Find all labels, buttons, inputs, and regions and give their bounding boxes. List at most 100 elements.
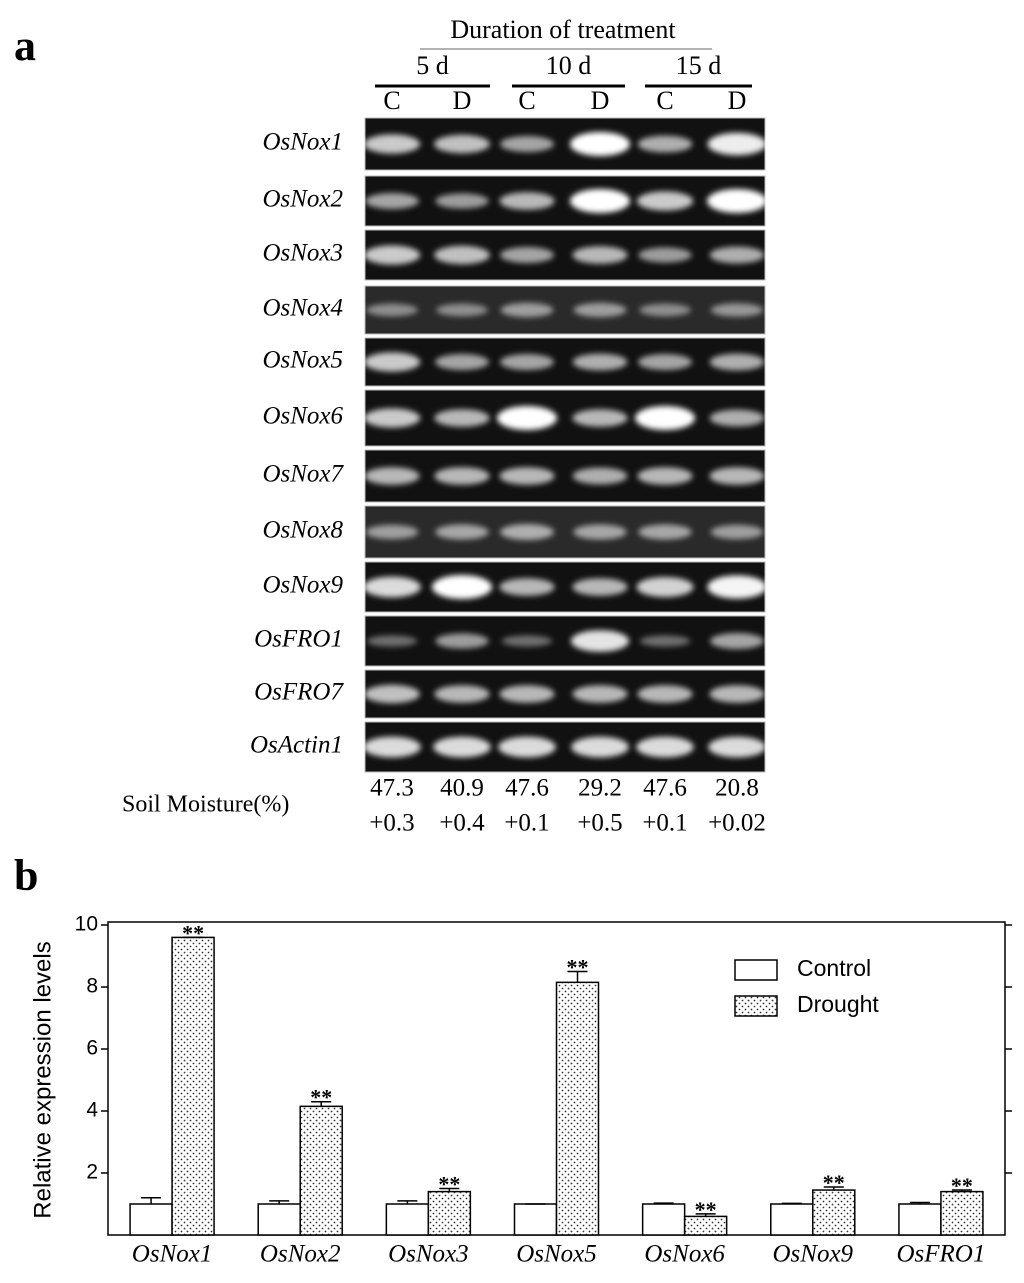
bar	[812, 1189, 856, 1236]
gel-band	[434, 467, 490, 485]
gel-band	[499, 192, 555, 210]
gel-row	[364, 561, 766, 613]
gene-label: OsFRO1	[254, 626, 343, 653]
legend-swatch	[734, 959, 778, 981]
soil-error: +0.02	[708, 810, 766, 837]
soil-error: +0.1	[642, 810, 687, 837]
gel-band	[710, 303, 764, 317]
gel-band	[432, 575, 492, 599]
gel-band	[707, 132, 767, 156]
gel-band	[434, 245, 490, 265]
gene-label: OsNox3	[262, 240, 343, 267]
x-tick-label: OsNox1	[132, 1241, 213, 1268]
bar	[129, 1203, 173, 1236]
gel-band	[435, 524, 489, 540]
soil-value: 40.9	[440, 775, 484, 802]
soil-error: +0.3	[369, 810, 414, 837]
gene-label: OsNox2	[262, 186, 343, 213]
gel-band	[435, 193, 489, 209]
gel-band	[636, 191, 694, 211]
gel-band	[365, 193, 419, 209]
gel-band	[637, 467, 693, 485]
gel-band	[434, 409, 490, 427]
gel-band	[708, 736, 766, 758]
gel-band	[709, 467, 765, 485]
x-tick-label: OsFRO1	[896, 1241, 985, 1268]
gel-band	[435, 354, 489, 370]
gel-band	[434, 134, 490, 154]
gel-band	[500, 247, 554, 263]
gel-band	[573, 302, 627, 318]
gene-label: OsNox7	[262, 461, 344, 488]
significance: **	[310, 1085, 332, 1110]
y-tick-label: 10	[75, 913, 98, 936]
gel-band	[638, 524, 692, 540]
significance: **	[823, 1170, 845, 1195]
gel-band	[500, 302, 554, 318]
gel-band	[572, 246, 628, 264]
gel-row	[364, 285, 766, 335]
gel-band	[499, 685, 555, 703]
gel-band	[639, 303, 691, 317]
gel-band	[500, 354, 554, 370]
gel-band	[572, 467, 628, 485]
lane-label: D	[591, 86, 610, 115]
panel-label: a	[14, 21, 36, 70]
lane-label: D	[453, 86, 472, 115]
significance: **	[567, 955, 589, 980]
bar	[385, 1203, 430, 1236]
bar	[770, 1203, 814, 1236]
gel-row	[364, 721, 766, 773]
gel-band	[500, 524, 554, 540]
soil-error: +0.1	[504, 810, 549, 837]
gel-band	[572, 409, 628, 427]
gel-band	[365, 524, 419, 540]
gel-band	[570, 132, 630, 156]
gel-row	[364, 229, 766, 281]
legend-label: Control	[797, 955, 871, 981]
y-tick-label: 8	[86, 975, 98, 998]
bar	[940, 1190, 984, 1236]
gel-band	[500, 136, 554, 152]
gel-band	[433, 736, 491, 758]
gel-band	[709, 409, 765, 427]
panel-label: b	[14, 851, 38, 900]
gel-row	[364, 117, 766, 171]
soil-value: 29.2	[578, 775, 622, 802]
gel-band	[571, 736, 629, 758]
gel-band	[570, 189, 630, 213]
gel-band	[639, 635, 691, 647]
gel-band	[497, 406, 557, 430]
significance: **	[695, 1197, 717, 1222]
gel-row	[364, 505, 766, 559]
bar	[257, 1203, 301, 1236]
bar	[898, 1203, 942, 1236]
gel-row	[364, 669, 766, 719]
gel-band	[707, 189, 767, 213]
x-tick-label: OsNox2	[260, 1241, 341, 1268]
gel-band	[636, 736, 694, 758]
gene-label: OsNox4	[262, 295, 343, 322]
legend-swatch	[734, 995, 778, 1017]
gel-band	[363, 576, 421, 598]
gene-label: OsNox1	[262, 129, 343, 156]
gel-band	[499, 578, 555, 596]
x-tick-label: OsNox6	[644, 1241, 725, 1268]
soil-error: +0.5	[577, 810, 622, 837]
gel-band	[572, 578, 628, 596]
y-axis-label: Relative expression levels	[29, 941, 56, 1218]
gel-band	[499, 467, 555, 485]
gene-label: OsActin1	[250, 732, 343, 759]
duration-label: 10 d	[546, 51, 592, 80]
gel-band	[434, 685, 490, 703]
gel-band	[638, 354, 692, 370]
gel-band	[364, 684, 420, 704]
gel-row	[364, 449, 766, 503]
gel-band	[572, 685, 628, 703]
gene-label: OsNox9	[262, 572, 343, 599]
soil-label: Soil Moisture(%)	[122, 792, 289, 818]
gel-band	[436, 303, 488, 317]
gel-row	[364, 615, 766, 667]
gel-band	[364, 467, 420, 485]
